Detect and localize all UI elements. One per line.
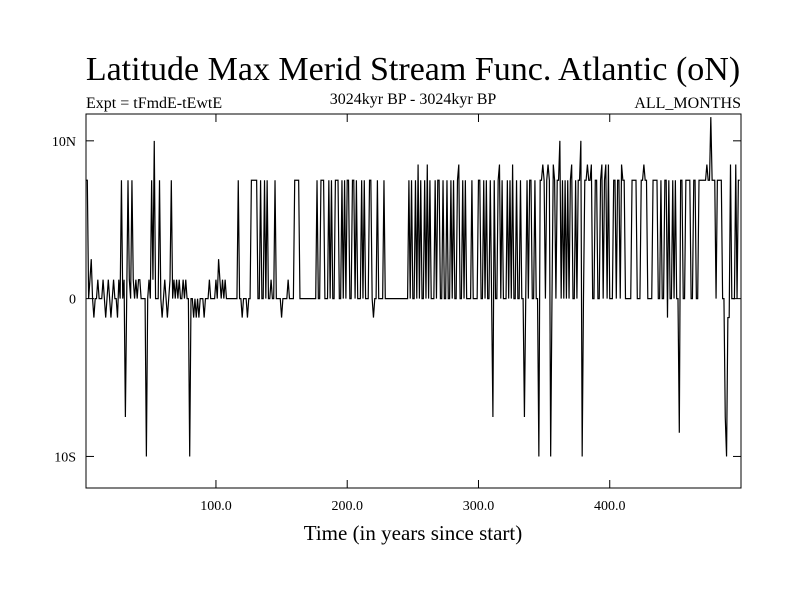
y-tick-label: 10S — [54, 450, 76, 465]
x-axis-label: Time (in years since start) — [304, 521, 523, 545]
months-label: ALL_MONTHS — [634, 95, 741, 112]
y-tick-label: 10N — [52, 135, 76, 150]
x-tick-label: 100.0 — [200, 499, 232, 514]
x-tick-label: 200.0 — [331, 499, 363, 514]
y-tick-label: 0 — [69, 293, 76, 308]
time-range-label: 3024kyr BP - 3024kyr BP — [330, 91, 497, 108]
chart-title: Latitude Max Merid Stream Func. Atlantic… — [86, 51, 740, 88]
experiment-label: Expt = tFmdE-tEwtE — [86, 95, 222, 112]
x-tick-label: 400.0 — [594, 499, 626, 514]
series-line — [86, 117, 740, 457]
plot-area: 100.0 200.0 300.0 400.0 10N 0 10S — [52, 113, 742, 514]
plot-frame — [85, 113, 742, 489]
x-axis: 100.0 200.0 300.0 400.0 — [200, 114, 625, 514]
x-tick-label: 300.0 — [463, 499, 495, 514]
